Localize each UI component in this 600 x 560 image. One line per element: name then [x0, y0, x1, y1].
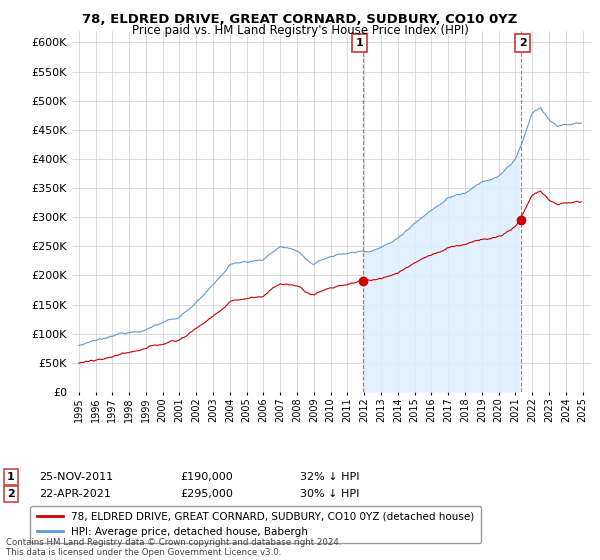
- Text: £190,000: £190,000: [180, 472, 233, 482]
- Legend: 78, ELDRED DRIVE, GREAT CORNARD, SUDBURY, CO10 0YZ (detached house), HPI: Averag: 78, ELDRED DRIVE, GREAT CORNARD, SUDBURY…: [31, 506, 481, 543]
- Text: 25-NOV-2011: 25-NOV-2011: [39, 472, 113, 482]
- Text: 30% ↓ HPI: 30% ↓ HPI: [300, 489, 359, 499]
- Text: 78, ELDRED DRIVE, GREAT CORNARD, SUDBURY, CO10 0YZ: 78, ELDRED DRIVE, GREAT CORNARD, SUDBURY…: [82, 13, 518, 26]
- Text: £295,000: £295,000: [180, 489, 233, 499]
- Text: 1: 1: [7, 472, 14, 482]
- Text: Price paid vs. HM Land Registry's House Price Index (HPI): Price paid vs. HM Land Registry's House …: [131, 24, 469, 37]
- Text: 22-APR-2021: 22-APR-2021: [39, 489, 111, 499]
- Text: 2: 2: [7, 489, 14, 499]
- Text: 32% ↓ HPI: 32% ↓ HPI: [300, 472, 359, 482]
- Text: 1: 1: [356, 38, 364, 48]
- Text: Contains HM Land Registry data © Crown copyright and database right 2024.
This d: Contains HM Land Registry data © Crown c…: [6, 538, 341, 557]
- Text: 2: 2: [519, 38, 527, 48]
